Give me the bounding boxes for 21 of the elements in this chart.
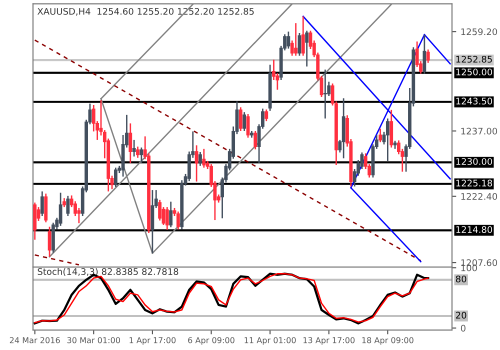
x-tick-label: 6 Apr 09:00	[188, 337, 234, 345]
x-tick-label: 13 Apr 17:00	[303, 337, 355, 345]
x-tick-label: 11 Apr 01:00	[244, 337, 296, 345]
y-tick-label: 1207.60	[461, 259, 498, 266]
y-tick-label: 1259.20	[461, 28, 498, 36]
ref-line-label: 1243.50	[456, 98, 492, 104]
x-tick-label: 1 Apr 17:00	[130, 337, 176, 345]
x-tick-label: 18 Apr 09:00	[362, 337, 414, 345]
chart-title: Stoch(14,3,3) 82.8385 82.7818	[38, 268, 178, 276]
y-tick-label: 1237.00	[461, 128, 498, 135]
x-tick-label: 30 Mar 01:00	[67, 337, 120, 344]
ref-line-label: 1214.80	[456, 226, 492, 233]
y-tick-label: 0	[460, 324, 466, 332]
ref-line-label: 1230.00	[456, 158, 492, 165]
ref-line-label: 1252.85	[456, 56, 492, 63]
x-tick-label: 24 Mar 2016	[10, 337, 60, 344]
ref-line-label: 20	[456, 312, 466, 319]
ref-line-label: 80	[456, 276, 466, 282]
ref-line-label: 1250.00	[456, 68, 492, 76]
ref-line-label: 1225.18	[456, 180, 492, 186]
y-tick-label: 1222.40	[461, 193, 498, 200]
